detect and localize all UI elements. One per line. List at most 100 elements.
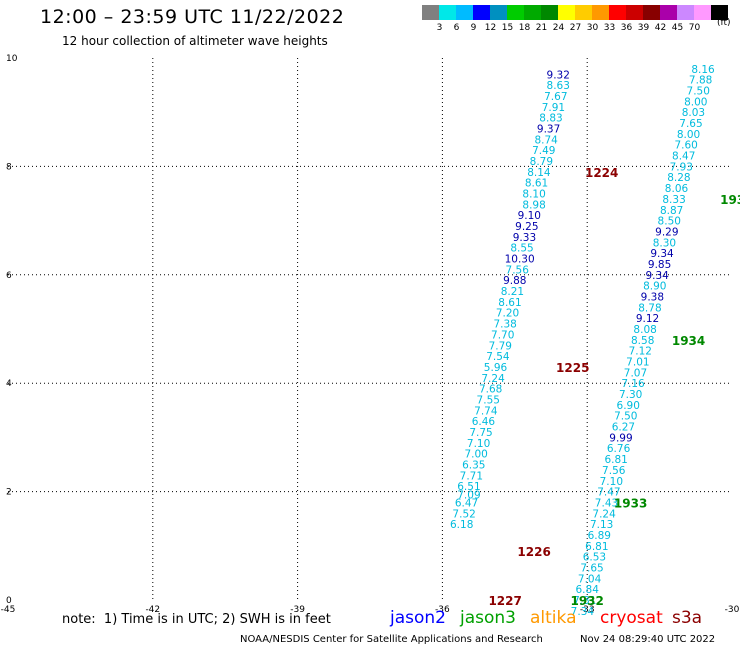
wave-height-value: 6.89 [588, 530, 611, 542]
wave-height-value: 8.79 [530, 156, 553, 168]
wave-height-value: 7.04 [578, 573, 602, 585]
wave-height-value: 7.65 [679, 118, 702, 130]
wave-height-value: 7.88 [689, 75, 712, 87]
wave-height-value: 9.29 [655, 226, 678, 238]
wave-height-value: 7.34 [571, 606, 595, 618]
wave-height-value: 7.24 [592, 508, 616, 520]
wave-height-value: 9.32 [547, 69, 570, 81]
wave-height-value: 6.27 [612, 422, 635, 434]
legend-altika: altika [530, 608, 577, 628]
wave-height-value: 6.18 [450, 519, 473, 531]
colorbar-label: 24 [552, 23, 565, 33]
colorbar-label: 27 [569, 23, 582, 33]
wave-height-value: 6.51 [457, 481, 480, 493]
colorbar-swatch [660, 5, 677, 20]
wave-height-value: 7.54 [486, 351, 510, 363]
wave-height-value: 10.30 [505, 254, 535, 266]
colorbar-swatch [422, 5, 439, 20]
wave-height-value: 8.63 [547, 80, 570, 92]
colorbar-swatch [558, 5, 575, 20]
wave-height-value: 8.74 [534, 134, 558, 146]
chart-subtitle: 12 hour collection of altimeter wave hei… [62, 34, 328, 48]
wave-height-value: 7.20 [496, 308, 519, 320]
wave-height-value: 7.75 [469, 427, 492, 439]
pass-time-label: 1225 [556, 361, 589, 375]
wave-height-value: 8.61 [498, 297, 521, 309]
wave-height-value: 8.00 [684, 96, 707, 108]
colorbar-swatch [490, 5, 507, 20]
wave-height-value: 8.00 [677, 129, 700, 141]
wave-height-value: 6.35 [462, 460, 485, 472]
wave-height-value: 9.33 [513, 232, 536, 244]
wave-height-value: 7.55 [477, 394, 500, 406]
x-tick-label: -33 [580, 605, 595, 615]
wave-height-value: 8.78 [638, 302, 661, 314]
legend-jason3: jason3 [460, 608, 516, 628]
colorbar-swatch [524, 5, 541, 20]
wave-height-value: 7.01 [626, 357, 649, 369]
x-tick-label: -42 [145, 605, 160, 615]
wave-height-value: 7.16 [621, 378, 645, 390]
wave-height-value: 7.09 [457, 489, 480, 501]
wave-height-value: 7.68 [479, 384, 502, 396]
wave-height-value: 8.90 [643, 281, 666, 293]
wave-height-value: 8.10 [522, 189, 545, 201]
wave-height-value: 9.34 [645, 270, 669, 282]
wave-height-value: 6.81 [604, 454, 627, 466]
colorbar-label: 33 [603, 23, 616, 33]
chart-title: 12:00 – 23:59 UTC 11/22/2022 [40, 6, 345, 28]
colorbar-swatch [456, 5, 473, 20]
wave-height-value: 7.10 [600, 476, 623, 488]
wave-height-value: 7.07 [624, 367, 647, 379]
wave-height-value: 8.06 [665, 183, 689, 195]
wave-height-value: 7.00 [464, 449, 487, 461]
wave-height-value: 7.12 [629, 346, 652, 358]
wave-height-value: 9.25 [515, 221, 538, 233]
wave-height-value: 6.90 [617, 400, 640, 412]
x-tick-label: -45 [1, 605, 16, 615]
colorbar-label: 36 [620, 23, 633, 33]
y-tick-label: 4 [6, 379, 12, 389]
wave-height-value: 7.50 [687, 86, 710, 98]
wave-height-value: 7.38 [493, 319, 516, 331]
wave-height-value: 7.43 [595, 497, 618, 509]
wave-height-value: 8.50 [658, 216, 681, 228]
wave-height-value: 7.60 [674, 140, 697, 152]
wave-height-value: 8.33 [662, 194, 685, 206]
wave-height-value: 7.56 [602, 465, 626, 477]
wave-height-value: 7.50 [614, 411, 637, 423]
colorbar-swatch [507, 5, 524, 20]
colorbar-swatch [575, 5, 592, 20]
wave-height-value: 7.65 [580, 562, 603, 574]
colorbar-swatch [643, 5, 660, 20]
wave-height-value: 8.14 [527, 167, 551, 179]
wave-height-value: 8.28 [667, 172, 690, 184]
wave-height-value: 7.71 [460, 470, 483, 482]
wave-height-value: 8.03 [682, 107, 705, 119]
wave-height-value: 5.96 [484, 362, 508, 374]
wave-height-value: 7.91 [542, 102, 565, 114]
wave-height-value: 6.76 [607, 443, 631, 455]
colorbar-label: 18 [518, 23, 531, 33]
wave-height-value: 6.53 [583, 552, 606, 564]
legend-jason2: jason2 [390, 608, 446, 628]
legend-cryosat: cryosat [600, 608, 663, 628]
wave-height-value: 7.31 [573, 595, 596, 607]
wave-height-value: 7.56 [506, 264, 530, 276]
wave-height-value: 7.70 [491, 329, 514, 341]
colorbar-swatch [473, 5, 490, 20]
colorbar-label: 30 [586, 23, 599, 33]
wave-height-value: 8.08 [633, 324, 656, 336]
y-tick-label: 10 [6, 54, 18, 64]
wave-height-value: 8.55 [510, 243, 533, 255]
wave-height-value: 7.47 [597, 487, 620, 499]
wave-height-value: 9.37 [537, 123, 560, 135]
colorbar-label: 45 [671, 23, 684, 33]
wave-height-value: 8.58 [631, 335, 654, 347]
pass-time-label: 1224 [585, 166, 618, 180]
y-tick-label: 0 [6, 596, 12, 606]
pass-time-label: 1935 [720, 193, 740, 207]
colorbar-label: 39 [637, 23, 650, 33]
wave-height-value: 8.30 [653, 237, 676, 249]
